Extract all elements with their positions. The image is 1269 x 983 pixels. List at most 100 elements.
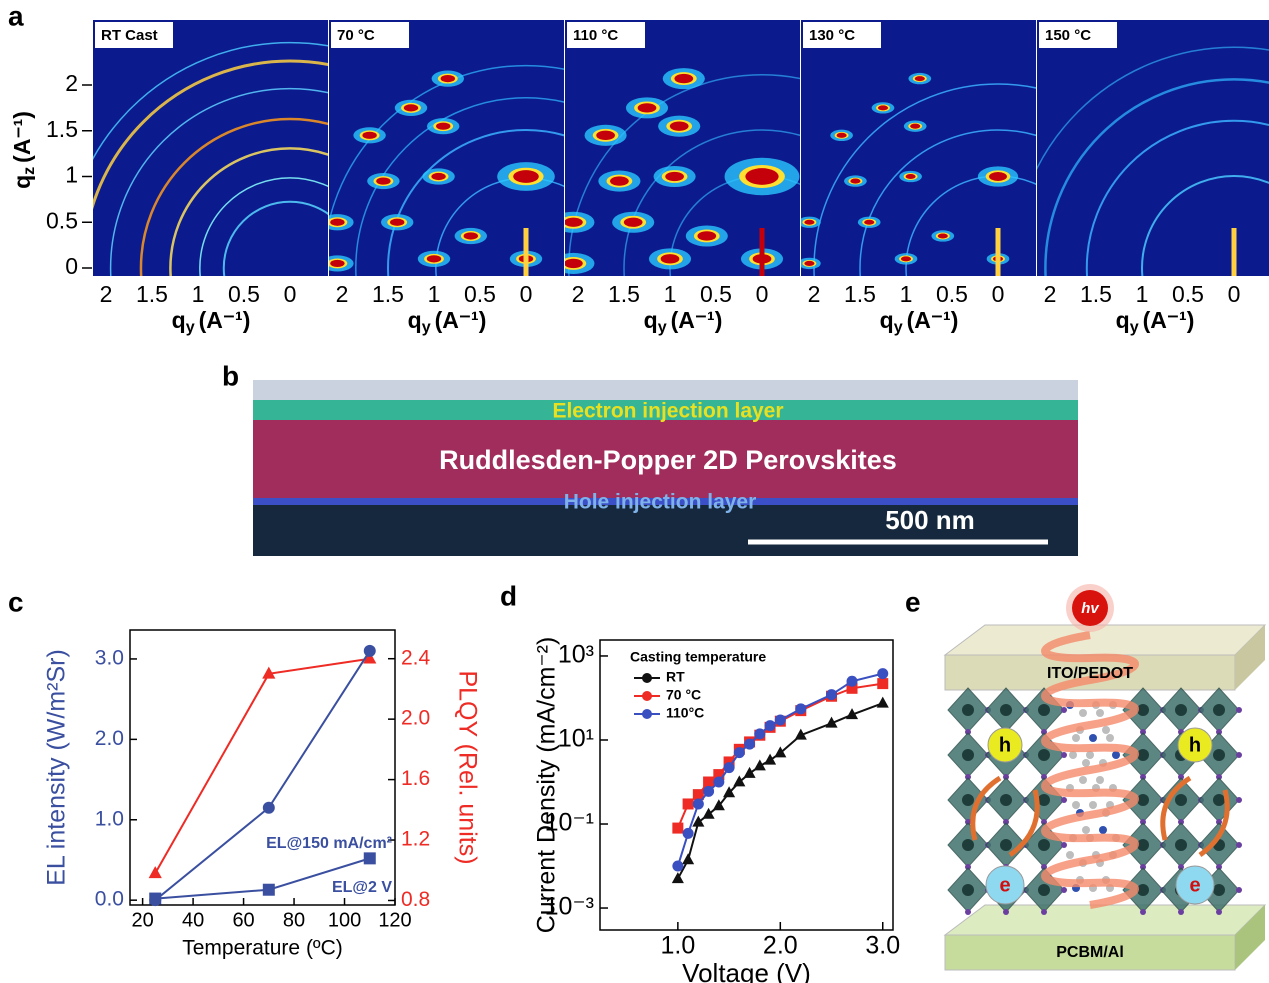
x-tick-label: 1.5 [608,281,640,307]
marker [262,801,275,814]
marker [672,860,684,872]
metal-atom [1000,839,1012,851]
metal-atom [1137,839,1149,851]
y2-axis-title: PLQY (Rel. units) [453,670,481,864]
marker [876,696,889,708]
sem-top [253,380,1078,402]
axis-unit: (A⁻¹) [1143,307,1195,333]
marker [712,799,725,811]
marker [702,807,715,819]
organic-atom [1089,801,1097,809]
marker [692,789,704,801]
y2-tick-label: 1.6 [401,767,430,790]
y2-tick-label: 1.2 [401,828,430,851]
title-box [95,22,173,48]
bragg-spot-core [850,178,861,184]
panel-title: 70 °C [337,27,375,44]
axis-subscript: y [894,318,903,336]
metal-atom [1038,704,1050,716]
halide-atom [965,819,971,825]
axis-symbol: q [1116,307,1130,333]
axis-symbol: q [408,307,422,333]
organic-atom [1112,751,1120,759]
bragg-spot-core [610,176,629,186]
hole [987,727,1023,763]
y-axis-title: qz (A⁻¹) [9,111,38,189]
x-tick-label: 0 [284,281,297,307]
halide-atom [965,729,971,735]
bragg-spot-core [910,123,921,129]
title-box [1039,22,1117,48]
axis-subscript: y [186,318,195,336]
halide-atom [1236,707,1242,713]
metal-atom [1137,704,1149,716]
image-background [329,20,564,276]
bragg-spot-core [669,121,689,131]
bragg-spot-core [390,218,405,226]
halide-atom [1178,774,1184,780]
panel-title: RT Cast [101,27,158,44]
bottom-slab-front [944,934,1236,971]
y-tick-label: 10³ [558,641,594,669]
bragg-spot-core [637,103,657,113]
layer-label: Hole injection layer [564,491,757,514]
axis-unit: (A⁻¹) [907,307,959,333]
metal-atom [1137,794,1149,806]
marker [148,866,162,879]
bragg-spot-core [905,173,916,180]
marker [744,738,756,750]
x-tick-label: 1 [1136,281,1149,307]
halide-atom [965,774,971,780]
bragg-spot-core [431,172,446,181]
x-tick-label: 120 [378,909,411,931]
electron-layer [253,400,1078,422]
x-tick-label: 100 [328,909,361,931]
x-axis-title: qy (A⁻¹) [880,307,959,336]
x-tick-label: 2 [808,281,821,307]
marker [363,644,376,657]
hole-layer [253,498,1078,506]
y-tick-label: 1.0 [95,807,124,830]
panel-letter: a [8,0,24,31]
y-tick-label: 2.0 [95,727,124,750]
marker [733,775,746,787]
series-line [154,650,371,901]
marker [703,785,715,797]
bragg-spot-core [623,217,643,227]
halide-atom [1003,774,1009,780]
x-tick-label: 1 [428,281,441,307]
marker [682,853,695,865]
scattering-ring [199,177,328,276]
x-tick-label: 1.5 [844,281,876,307]
halide-atom [1041,864,1047,870]
halide-atom [1041,819,1047,825]
x-tick-label: 0.5 [464,281,496,307]
x-tick-label: 2 [1044,281,1057,307]
panel-title: 150 °C [1045,27,1091,44]
axis-symbol: q [880,307,894,333]
y-tick-label: 0.5 [46,207,78,233]
electrode-label: PCBM/Al [1056,944,1124,961]
x-tick-label: 2 [100,281,113,307]
metal-atom [1000,704,1012,716]
marker [682,798,694,810]
marker [723,762,735,774]
x-tick-label: 0.5 [228,281,260,307]
panel-letter: b [222,360,239,391]
axis-unit: (A⁻¹) [199,307,251,333]
y-tick-label: 10⁻¹ [545,809,594,837]
marker [713,776,725,788]
diffraction-image: RT Cast [93,20,328,276]
bragg-spot-core [362,131,377,139]
marker [846,682,858,694]
marker [682,827,694,839]
x-axis-title: qy (A⁻¹) [644,307,723,336]
plot-frame [599,639,894,931]
bragg-spot-core [403,104,419,112]
electrode-label: ITO/PEDOT [1047,665,1133,682]
halide-atom [1140,729,1146,735]
organic-atom [1079,709,1087,717]
metal-atom [1175,704,1187,716]
legend-dot [642,709,652,719]
